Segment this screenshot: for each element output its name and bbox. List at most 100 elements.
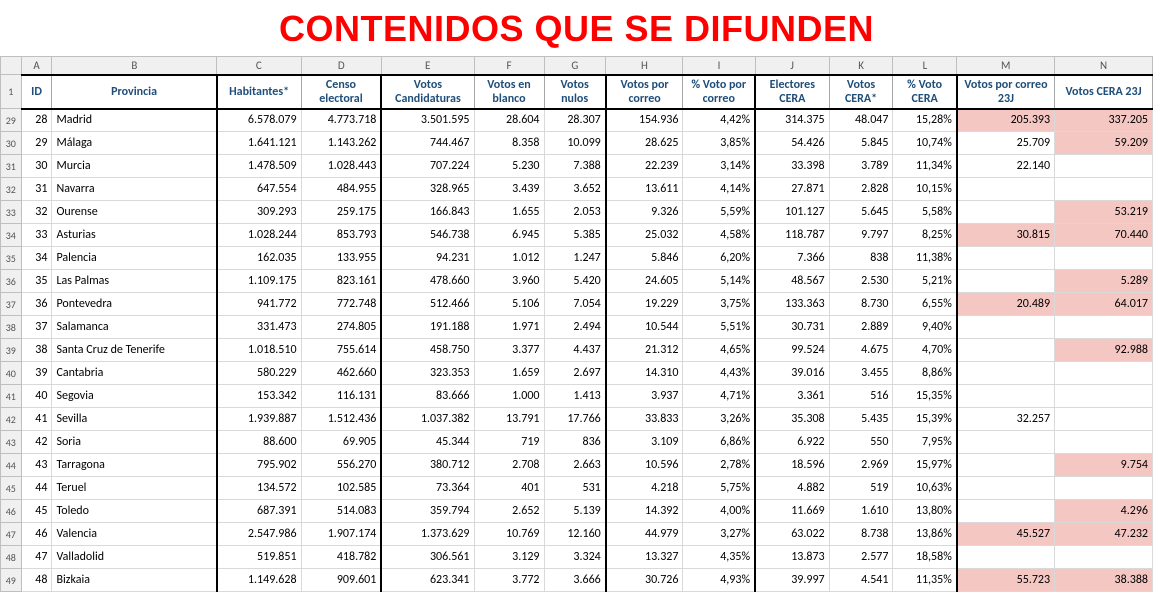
- cell-candidaturas[interactable]: 707.224: [381, 155, 474, 178]
- cell-censo[interactable]: 772.748: [301, 293, 381, 316]
- cell-blanco[interactable]: 13.791: [474, 408, 544, 431]
- cell-id[interactable]: 35: [21, 270, 52, 293]
- cell-blanco[interactable]: 3.960: [474, 270, 544, 293]
- cell-blanco[interactable]: 3.129: [474, 546, 544, 569]
- cell-electcera[interactable]: 13.873: [755, 546, 829, 569]
- corner-cell[interactable]: [1, 57, 22, 75]
- cell-blanco[interactable]: 3.772: [474, 569, 544, 592]
- cell-correo[interactable]: 14.392: [606, 500, 683, 523]
- cell-candidaturas[interactable]: 94.231: [381, 247, 474, 270]
- cell-correo23j[interactable]: [957, 201, 1055, 224]
- cell-id[interactable]: 47: [21, 546, 52, 569]
- cell-electcera[interactable]: 54.426: [755, 132, 829, 155]
- cell-cera23j[interactable]: 38.388: [1055, 569, 1153, 592]
- cell-habitantes[interactable]: 88.600: [217, 431, 301, 454]
- cell-cera23j[interactable]: 92.988: [1055, 339, 1153, 362]
- cell-candidaturas[interactable]: 83.666: [381, 385, 474, 408]
- cell-nulos[interactable]: 5.139: [544, 500, 606, 523]
- cell-id[interactable]: 33: [21, 224, 52, 247]
- cell-id[interactable]: 46: [21, 523, 52, 546]
- col-letter[interactable]: E: [381, 57, 474, 75]
- cell-votoscera[interactable]: 2.828: [829, 178, 893, 201]
- cell-censo[interactable]: 1.028.443: [301, 155, 381, 178]
- cell-cera23j[interactable]: 64.017: [1055, 293, 1153, 316]
- cell-pctcera[interactable]: 11,34%: [893, 155, 957, 178]
- cell-cera23j[interactable]: [1055, 247, 1153, 270]
- cell-correo23j[interactable]: [957, 339, 1055, 362]
- cell-nulos[interactable]: 3.652: [544, 178, 606, 201]
- cell-correo23j[interactable]: [957, 270, 1055, 293]
- cell-pctcorreo[interactable]: 5,51%: [683, 316, 755, 339]
- cell-censo[interactable]: 755.614: [301, 339, 381, 362]
- cell-correo[interactable]: 154.936: [606, 109, 683, 132]
- cell-provincia[interactable]: Valencia: [52, 523, 217, 546]
- cell-correo23j[interactable]: [957, 362, 1055, 385]
- cell-votoscera[interactable]: 48.047: [829, 109, 893, 132]
- cell-pctcorreo[interactable]: 3,26%: [683, 408, 755, 431]
- cell-cera23j[interactable]: 4.296: [1055, 500, 1153, 523]
- hdr-id[interactable]: ID: [21, 75, 52, 109]
- cell-pctcera[interactable]: 13,86%: [893, 523, 957, 546]
- cell-electcera[interactable]: 133.363: [755, 293, 829, 316]
- row-number[interactable]: 36: [1, 270, 22, 293]
- cell-cera23j[interactable]: [1055, 477, 1153, 500]
- cell-candidaturas[interactable]: 328.965: [381, 178, 474, 201]
- cell-pctcera[interactable]: 15,97%: [893, 454, 957, 477]
- cell-electcera[interactable]: 39.016: [755, 362, 829, 385]
- cell-candidaturas[interactable]: 323.353: [381, 362, 474, 385]
- row-number[interactable]: 38: [1, 316, 22, 339]
- cell-nulos[interactable]: 1.413: [544, 385, 606, 408]
- cell-cera23j[interactable]: [1055, 362, 1153, 385]
- cell-votoscera[interactable]: 2.577: [829, 546, 893, 569]
- cell-provincia[interactable]: Cantabria: [52, 362, 217, 385]
- hdr-censo[interactable]: Censo electoral: [301, 75, 381, 109]
- cell-pctcorreo[interactable]: 2,78%: [683, 454, 755, 477]
- cell-cera23j[interactable]: 337.205: [1055, 109, 1153, 132]
- cell-habitantes[interactable]: 1.028.244: [217, 224, 301, 247]
- cell-correo23j[interactable]: 25.709: [957, 132, 1055, 155]
- cell-id[interactable]: 30: [21, 155, 52, 178]
- cell-nulos[interactable]: 28.307: [544, 109, 606, 132]
- cell-electcera[interactable]: 3.361: [755, 385, 829, 408]
- cell-blanco[interactable]: 5.230: [474, 155, 544, 178]
- row-number[interactable]: 44: [1, 454, 22, 477]
- col-letter[interactable]: M: [957, 57, 1055, 75]
- cell-id[interactable]: 43: [21, 454, 52, 477]
- cell-cera23j[interactable]: [1055, 546, 1153, 569]
- cell-votoscera[interactable]: 3.455: [829, 362, 893, 385]
- row-number[interactable]: 43: [1, 431, 22, 454]
- cell-provincia[interactable]: Tarragona: [52, 454, 217, 477]
- cell-electcera[interactable]: 118.787: [755, 224, 829, 247]
- cell-nulos[interactable]: 4.437: [544, 339, 606, 362]
- col-letter[interactable]: H: [606, 57, 683, 75]
- cell-cera23j[interactable]: [1055, 316, 1153, 339]
- cell-candidaturas[interactable]: 73.364: [381, 477, 474, 500]
- cell-correo23j[interactable]: 205.393: [957, 109, 1055, 132]
- cell-electcera[interactable]: 35.308: [755, 408, 829, 431]
- cell-votoscera[interactable]: 3.789: [829, 155, 893, 178]
- cell-provincia[interactable]: Palencia: [52, 247, 217, 270]
- cell-correo23j[interactable]: 20.489: [957, 293, 1055, 316]
- row-number[interactable]: 45: [1, 477, 22, 500]
- cell-habitantes[interactable]: 1.641.121: [217, 132, 301, 155]
- cell-electcera[interactable]: 48.567: [755, 270, 829, 293]
- cell-pctcorreo[interactable]: 4,42%: [683, 109, 755, 132]
- cell-nulos[interactable]: 2.697: [544, 362, 606, 385]
- cell-pctcorreo[interactable]: 4,35%: [683, 546, 755, 569]
- cell-pctcorreo[interactable]: 3,75%: [683, 293, 755, 316]
- cell-blanco[interactable]: 1.012: [474, 247, 544, 270]
- row-number[interactable]: 46: [1, 500, 22, 523]
- cell-candidaturas[interactable]: 359.794: [381, 500, 474, 523]
- col-letter[interactable]: L: [893, 57, 957, 75]
- cell-censo[interactable]: 556.270: [301, 454, 381, 477]
- cell-pctcera[interactable]: 15,28%: [893, 109, 957, 132]
- cell-electcera[interactable]: 33.398: [755, 155, 829, 178]
- cell-cera23j[interactable]: [1055, 178, 1153, 201]
- cell-provincia[interactable]: Sevilla: [52, 408, 217, 431]
- cell-cera23j[interactable]: 70.440: [1055, 224, 1153, 247]
- cell-correo23j[interactable]: [957, 546, 1055, 569]
- cell-pctcera[interactable]: 15,39%: [893, 408, 957, 431]
- cell-nulos[interactable]: 2.053: [544, 201, 606, 224]
- cell-habitantes[interactable]: 153.342: [217, 385, 301, 408]
- cell-nulos[interactable]: 7.054: [544, 293, 606, 316]
